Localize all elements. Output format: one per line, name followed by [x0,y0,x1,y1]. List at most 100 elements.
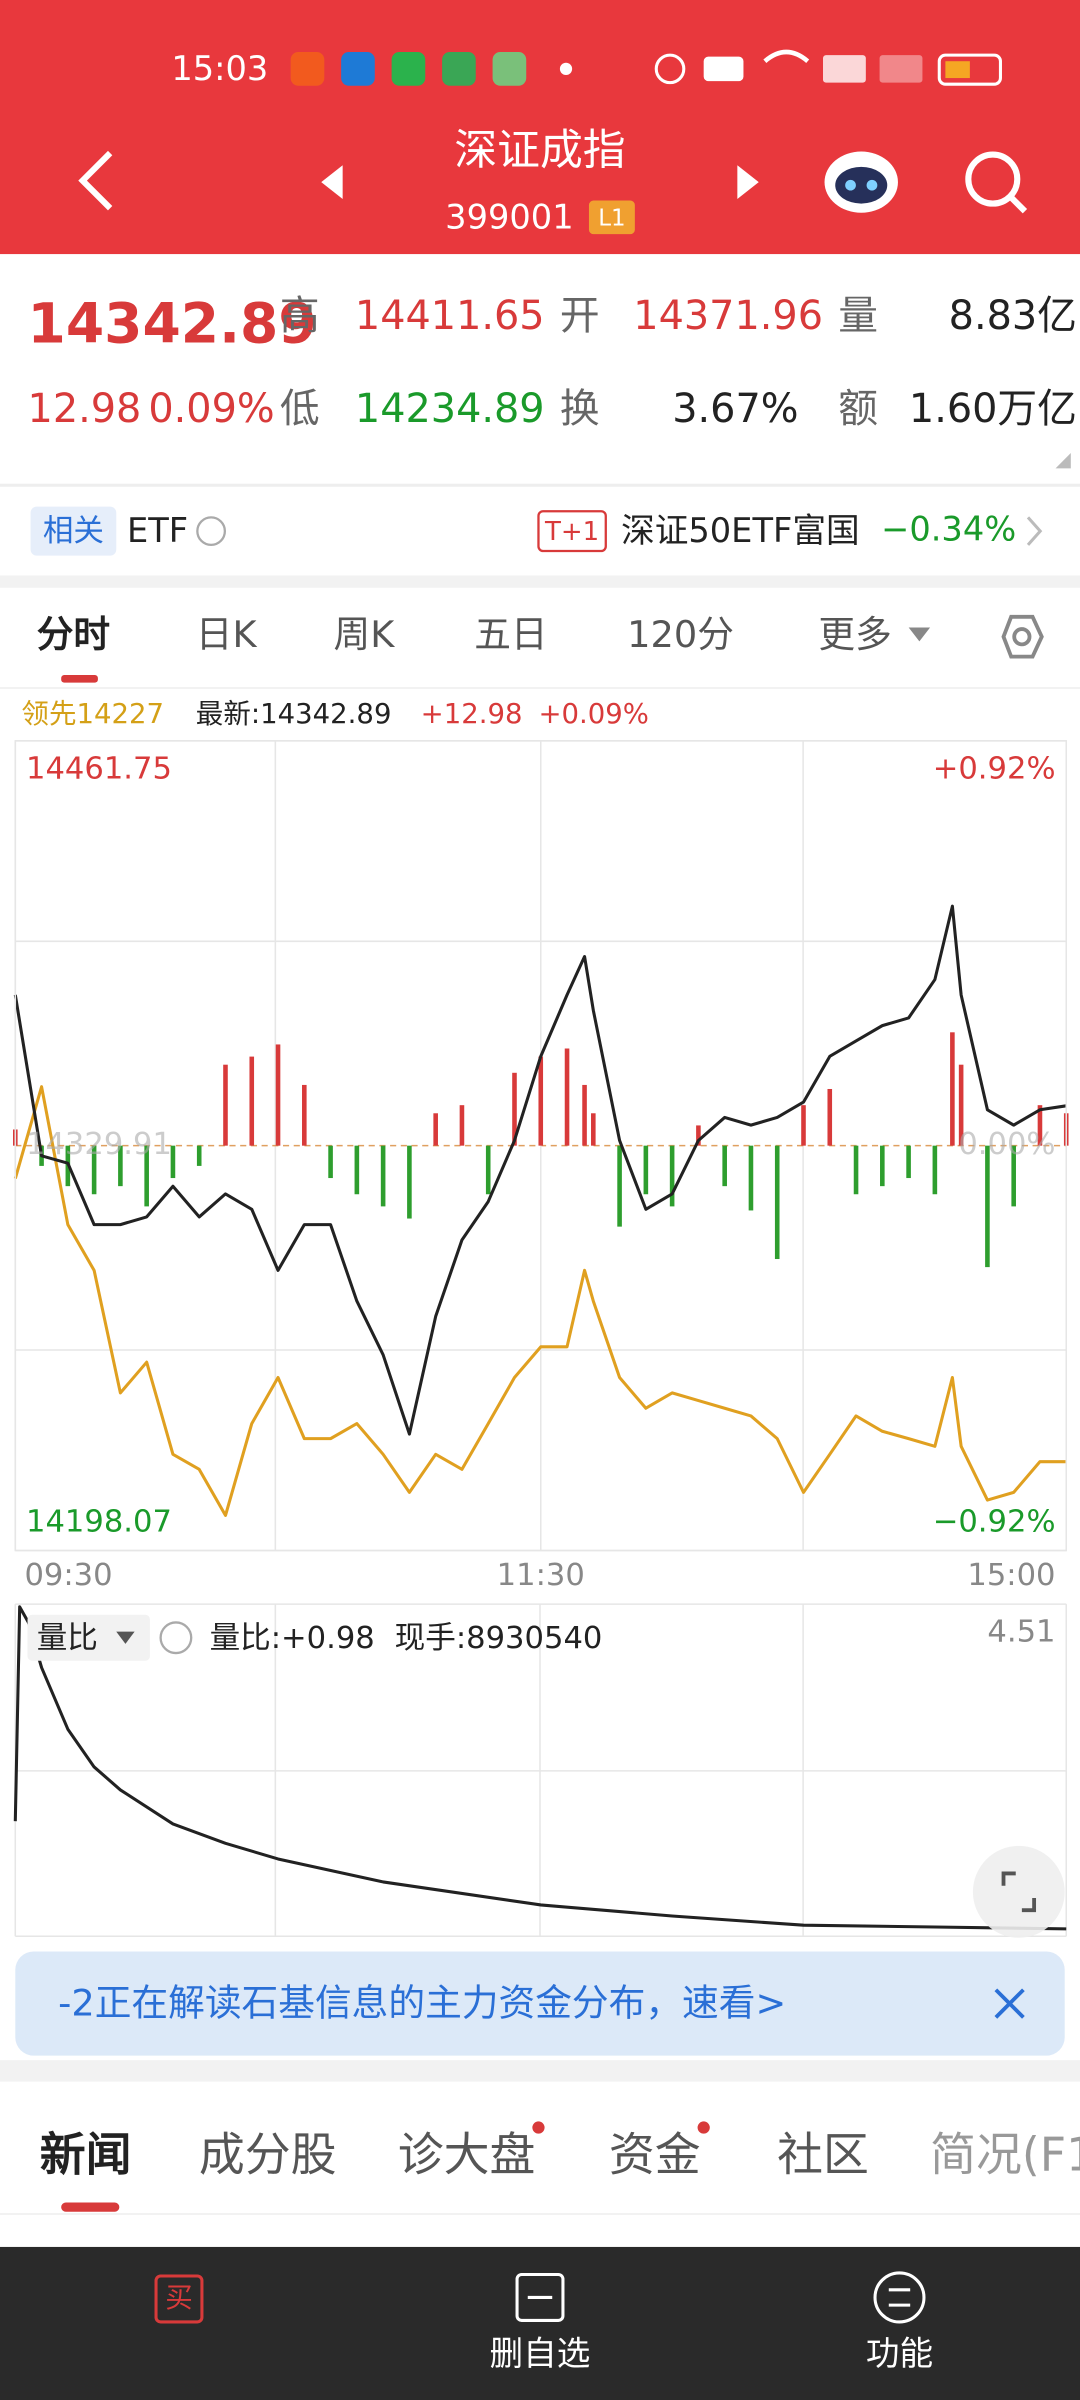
search-icon[interactable] [965,151,1028,214]
tab[interactable]: 日K [196,613,258,656]
flow-bar [906,1145,911,1179]
flow-bar [827,1088,833,1146]
news-tab[interactable]: 成分股 [199,2128,337,2182]
value: 3.67% [672,386,798,432]
value: 14234.89 [355,386,545,432]
y-tick-label: 4.51 [987,1615,1055,1650]
remove[interactable]: 删自选 [490,2334,591,2373]
back-button[interactable] [78,150,113,211]
tab[interactable]: 分时 [37,613,110,656]
flow-bar [985,1145,990,1268]
y2-tick-label: −0.92% [933,1504,1056,1539]
flow-bar [249,1056,255,1146]
flow-bar [591,1113,596,1146]
change-pct: 0.09% [148,386,274,432]
news-tab[interactable]: 诊大盘 [398,2128,536,2182]
y-tick-label: 14329.91 [26,1127,172,1162]
expand-button[interactable] [972,1845,1065,1938]
flow-bar [932,1145,938,1195]
divider [0,687,1080,689]
status-time: 15:03 [171,49,268,88]
flow-bar [950,1032,955,1146]
prev-button[interactable] [321,165,343,199]
help-icon[interactable] [159,1621,193,1655]
flow-bar [118,1145,123,1187]
more-arrow [908,627,931,642]
banner-bg[interactable] [15,1951,1065,2056]
functions-icon-lines [888,2288,911,2307]
news-tab[interactable]: 新闻 [40,2128,132,2182]
status-icons [290,49,1002,86]
flow-bar [669,1145,675,1207]
corner [1055,453,1071,469]
x-tick-label: 11:30 [497,1558,585,1593]
etf-tag: 相关 [43,514,104,549]
level-badge [588,200,635,235]
title: 深证成指 [454,126,625,176]
code: 399001 [445,197,573,236]
flow-bar [328,1145,333,1179]
flow-bar [512,1072,517,1146]
settings-icon[interactable] [1001,614,1044,659]
tab[interactable]: 更多 [818,613,891,656]
buy-icon[interactable] [154,2274,204,2324]
banner-text[interactable]: -2正在解读石基信息的主力资金分布，速看> [58,1982,786,2025]
latest: 最新:14342.89 [196,698,392,730]
flow-bar [485,1145,491,1195]
change-pct: +0.09% [538,698,648,730]
label: 低 [280,386,320,432]
divider [0,2060,1080,2082]
etf-change: −0.34% [881,510,1016,549]
etf-label: ETF [127,511,188,550]
flow-bar [722,1145,727,1187]
news-tab[interactable]: 简况(F10) [930,2128,1080,2182]
flow-bar [1037,1105,1043,1146]
news-tabs: 新闻 成分股 诊大盘 资金 社区 简况(F10) [40,2128,1080,2182]
label: 高 [280,293,320,339]
flow-bar [538,1056,544,1146]
x-tick-label: 09:30 [24,1558,112,1593]
banner-close[interactable] [994,1988,1025,2019]
tag-bg [30,506,117,556]
tab-underline [61,675,98,683]
buy[interactable]: 买 [165,2282,193,2314]
tab[interactable]: 120分 [627,613,734,656]
ratio-dropdown[interactable] [27,1614,150,1661]
help-icon[interactable] [196,516,227,547]
flow-bar [582,1084,587,1146]
badge-bg [537,510,607,553]
plot-border [14,740,1067,1552]
lead: 领先14227 [21,698,164,730]
remove-icon[interactable] [515,2272,565,2322]
tab[interactable]: 周K [333,613,395,656]
chart-tabs: 分时 日K 周K 五日 120分 更多 [37,613,892,656]
news-underline [61,2202,120,2212]
value: 8.83亿 [949,293,1077,339]
flow-bar [748,1145,754,1211]
change: 12.98 [28,386,142,432]
flow-bar [880,1145,885,1187]
label: 开 [560,293,600,339]
news-tab[interactable]: 社区 [777,2128,869,2182]
flow-bar [564,1048,570,1146]
divider [0,2213,1080,2215]
robot-icon[interactable] [824,151,898,213]
flow-bar [380,1145,386,1207]
news-tab[interactable]: 资金 [609,2128,701,2182]
y2-tick-label: 0.00% [958,1127,1055,1162]
functions[interactable]: 功能 [866,2334,933,2373]
value: 14411.65 [355,293,545,339]
quote: 14342.89 高 14411.65 开 14371.96 量 8.83亿 1… [28,292,1077,433]
etf-name[interactable]: 深证50ETF富国 [621,511,860,550]
series-line [13,1085,1067,1517]
flow-bar [196,1145,202,1166]
flow-bar [643,1145,649,1195]
change: +12.98 [421,698,523,730]
flow-bar [302,1084,307,1146]
functions-icon[interactable] [873,2271,926,2324]
next-button[interactable] [737,165,759,199]
tab[interactable]: 五日 [474,613,547,656]
flow-bar [958,1064,964,1146]
flow-bar [275,1044,281,1146]
